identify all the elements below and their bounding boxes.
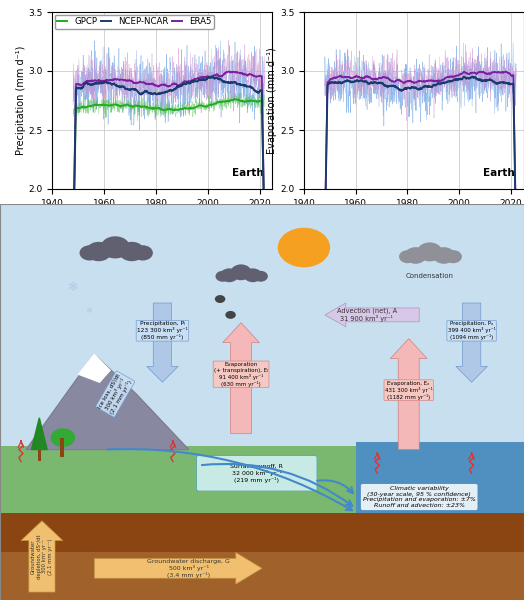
- Circle shape: [444, 250, 462, 263]
- Text: Earth: Earth: [232, 169, 264, 178]
- Circle shape: [80, 245, 100, 260]
- FancyArrow shape: [147, 303, 178, 382]
- Y-axis label: Precipitation (mm d⁻¹): Precipitation (mm d⁻¹): [16, 46, 26, 155]
- FancyArrow shape: [390, 338, 427, 449]
- Polygon shape: [31, 418, 47, 449]
- Text: Ice loss, dSᴵ/dt
300 km³ yr⁻¹
(2.1 mm yr⁻¹): Ice loss, dSᴵ/dt 300 km³ yr⁻¹ (2.1 mm yr…: [97, 372, 134, 416]
- Text: Evaporation, Eₒ
431 300 km³ yr⁻¹
(1182 mm yr⁻¹): Evaporation, Eₒ 431 300 km³ yr⁻¹ (1182 m…: [385, 380, 433, 400]
- Text: Advection (net), A
31 900 km³ yr⁻¹: Advection (net), A 31 900 km³ yr⁻¹: [337, 308, 397, 322]
- Text: Evaporation
(+ transpiration), Eₗ
91 400 km³ yr⁻¹
(630 mm yr⁻¹): Evaporation (+ transpiration), Eₗ 91 400…: [214, 362, 268, 386]
- Bar: [0, 446, 377, 517]
- Circle shape: [215, 295, 225, 303]
- Text: ❄: ❄: [85, 307, 93, 316]
- Bar: [0, 553, 524, 600]
- Y-axis label: Evaporation (mm d⁻¹): Evaporation (mm d⁻¹): [267, 47, 277, 154]
- Circle shape: [119, 242, 145, 261]
- Bar: [356, 442, 524, 529]
- Legend: GPCP, NCEP-NCAR, ERA5: GPCP, NCEP-NCAR, ERA5: [54, 14, 214, 29]
- Circle shape: [231, 265, 252, 280]
- Text: Groundwater
depletion, dSᴳ/dt
300 km³ yr⁻¹
(2.1 mm yr⁻¹): Groundwater depletion, dSᴳ/dt 300 km³ yr…: [31, 534, 53, 579]
- Bar: [60, 437, 64, 457]
- Circle shape: [278, 228, 330, 268]
- FancyArrow shape: [456, 303, 487, 382]
- Text: Precipitation, Pₒ
399 400 km³ yr⁻¹
(1094 mm yr⁻¹): Precipitation, Pₒ 399 400 km³ yr⁻¹ (1094…: [447, 321, 496, 340]
- Circle shape: [244, 268, 262, 282]
- Bar: [0, 513, 524, 600]
- Bar: [38, 449, 41, 461]
- Circle shape: [215, 271, 230, 282]
- Circle shape: [101, 236, 130, 259]
- Circle shape: [405, 247, 427, 264]
- FancyArrow shape: [223, 323, 259, 434]
- Circle shape: [133, 245, 153, 260]
- Circle shape: [399, 250, 417, 263]
- FancyArrow shape: [94, 553, 262, 584]
- FancyBboxPatch shape: [196, 455, 317, 491]
- Circle shape: [236, 327, 246, 335]
- FancyArrow shape: [325, 303, 419, 327]
- FancyArrow shape: [21, 521, 63, 592]
- Circle shape: [433, 247, 455, 264]
- Circle shape: [417, 242, 442, 262]
- Text: Surface runoff, R
32 000 km³ yr⁻¹
(219 mm yr⁻¹): Surface runoff, R 32 000 km³ yr⁻¹ (219 m…: [231, 464, 283, 483]
- Polygon shape: [26, 355, 189, 449]
- Circle shape: [220, 268, 238, 282]
- Text: Climatic variability
(30-year scale, 95 % confidence)
Precipitation and evaporat: Climatic variability (30-year scale, 95 …: [363, 486, 476, 508]
- Text: Earth: Earth: [484, 169, 515, 178]
- Circle shape: [254, 271, 268, 282]
- Polygon shape: [89, 355, 105, 367]
- Polygon shape: [26, 355, 189, 449]
- Text: Condensation: Condensation: [406, 274, 454, 280]
- Text: Precipitation, Pₗ
123 300 km³ yr⁻¹
(850 mm yr⁻¹): Precipitation, Pₗ 123 300 km³ yr⁻¹ (850 …: [137, 321, 188, 340]
- Circle shape: [51, 429, 74, 446]
- Bar: [0, 204, 524, 461]
- Circle shape: [86, 242, 112, 261]
- Polygon shape: [79, 355, 110, 382]
- Text: Groundwater discharge, G
500 km³ yr⁻¹
(3.4 mm yr⁻¹): Groundwater discharge, G 500 km³ yr⁻¹ (3…: [147, 559, 230, 578]
- Circle shape: [225, 311, 236, 319]
- Text: ❄: ❄: [68, 281, 79, 293]
